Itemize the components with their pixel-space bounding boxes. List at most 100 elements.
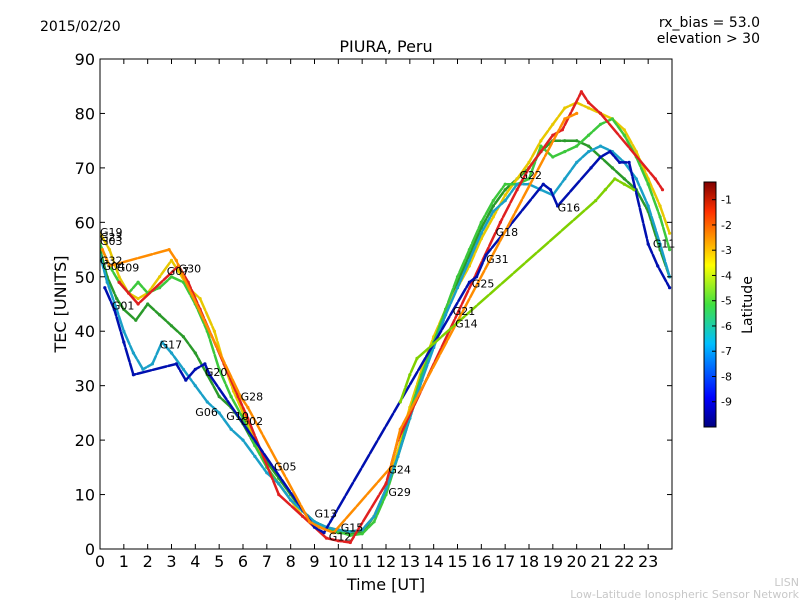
- tec-point: [241, 438, 245, 442]
- tec-point: [317, 525, 321, 529]
- tec-point: [491, 199, 495, 203]
- tec-point: [193, 351, 197, 355]
- tec-point: [646, 204, 650, 208]
- tec-point: [277, 493, 281, 497]
- tec-point: [539, 144, 543, 148]
- tec-point: [527, 166, 531, 170]
- prn-label-g14: G14: [455, 317, 478, 330]
- x-tick-label: 12: [376, 552, 396, 571]
- tec-point: [301, 514, 305, 518]
- y-tick-label: 50: [75, 268, 95, 287]
- tec-point: [181, 280, 185, 284]
- y-tick-label: 70: [75, 159, 95, 178]
- tec-point: [105, 280, 109, 284]
- tec-point: [560, 128, 565, 132]
- tec-point: [598, 144, 603, 148]
- tec-point: [308, 520, 312, 524]
- tec-point: [193, 384, 197, 388]
- prn-label-g11: G11: [653, 237, 676, 250]
- axis-ticks: 0 1 2 3 4 5 6 7 8 9 10 11 12 13 14 15 16 17 18 19 20 21 22 2301…: [75, 50, 672, 571]
- tec-point: [575, 144, 579, 148]
- tec-point: [548, 188, 553, 192]
- tec-point: [608, 150, 612, 154]
- tec-point: [415, 356, 419, 360]
- tec-point: [610, 166, 615, 170]
- tec-point: [169, 351, 174, 355]
- colorbar-tick-label: -5: [721, 295, 732, 308]
- tec-point: [217, 367, 221, 371]
- tec-point: [107, 248, 112, 252]
- tec-point: [575, 160, 579, 164]
- tec-point: [289, 498, 293, 502]
- prn-label-g24: G24: [388, 463, 411, 476]
- tec-point: [372, 514, 376, 518]
- y-tick-label: 20: [75, 431, 95, 450]
- tec-point: [122, 329, 126, 333]
- tec-point: [610, 117, 615, 121]
- tec-point: [551, 155, 555, 159]
- x-tick-label: 19: [543, 552, 563, 571]
- prn-label-g07: G07: [167, 265, 190, 278]
- tec-point: [646, 182, 650, 186]
- tec-point: [160, 340, 164, 344]
- tec-point: [539, 150, 543, 154]
- x-tick-label: 17: [495, 552, 515, 571]
- tec-point: [420, 378, 424, 382]
- tec-point: [103, 286, 107, 290]
- prn-label-g01: G01: [112, 299, 135, 312]
- tec-trace-8: [399, 177, 636, 404]
- prn-label-g06: G06: [195, 406, 218, 419]
- tec-point: [324, 536, 328, 540]
- tec-trace-5: [117, 90, 664, 544]
- prn-label-g22: G22: [520, 169, 543, 182]
- prn-label-g23: G23: [100, 231, 123, 244]
- tec-point: [515, 182, 519, 186]
- chart-title: PIURA, Peru: [339, 37, 432, 56]
- tec-point: [169, 324, 174, 328]
- tec-point: [167, 248, 171, 252]
- tec-point: [115, 307, 119, 311]
- tec-point: [579, 90, 584, 94]
- tec-point: [484, 253, 488, 257]
- x-tick-label: 2: [143, 552, 153, 571]
- tec-point: [515, 177, 519, 181]
- tec-point: [246, 405, 250, 409]
- tec-point: [181, 335, 185, 339]
- tec-point: [491, 204, 495, 208]
- tec-point: [117, 275, 121, 279]
- tec-point: [491, 209, 495, 213]
- tec-point: [467, 248, 471, 252]
- x-tick-label: 5: [214, 552, 224, 571]
- prn-label-g05: G05: [274, 461, 297, 474]
- tec-point: [660, 188, 665, 192]
- tec-point: [150, 362, 154, 366]
- x-tick-label: 8: [286, 552, 296, 571]
- tec-point: [181, 367, 185, 371]
- tec-point: [598, 111, 603, 115]
- tec-point: [668, 231, 672, 235]
- tec-point: [563, 139, 567, 143]
- tec-point: [551, 122, 555, 126]
- tec-point: [141, 367, 145, 371]
- tec-point: [169, 275, 174, 279]
- prn-label-g30: G30: [179, 262, 202, 275]
- x-tick-label: 3: [166, 552, 176, 571]
- tec-point: [622, 177, 626, 181]
- prn-label-g02: G02: [241, 415, 264, 428]
- tec-point: [563, 150, 567, 154]
- tec-point: [253, 454, 257, 458]
- prn-label-g04: G04: [102, 260, 125, 273]
- tec-point: [112, 307, 116, 311]
- tec-point: [541, 182, 545, 186]
- tec-point: [646, 242, 650, 246]
- x-tick-label: 15: [447, 552, 467, 571]
- tec-point: [198, 297, 202, 301]
- prn-label-g17: G17: [160, 339, 183, 352]
- tec-point: [634, 150, 638, 154]
- x-tick-label: 6: [238, 552, 248, 571]
- tec-point: [587, 150, 591, 154]
- colorbar-tick-label: -2: [721, 219, 732, 232]
- x-axis-label: Time [UT]: [346, 575, 425, 594]
- tec-trace-3: [100, 117, 671, 537]
